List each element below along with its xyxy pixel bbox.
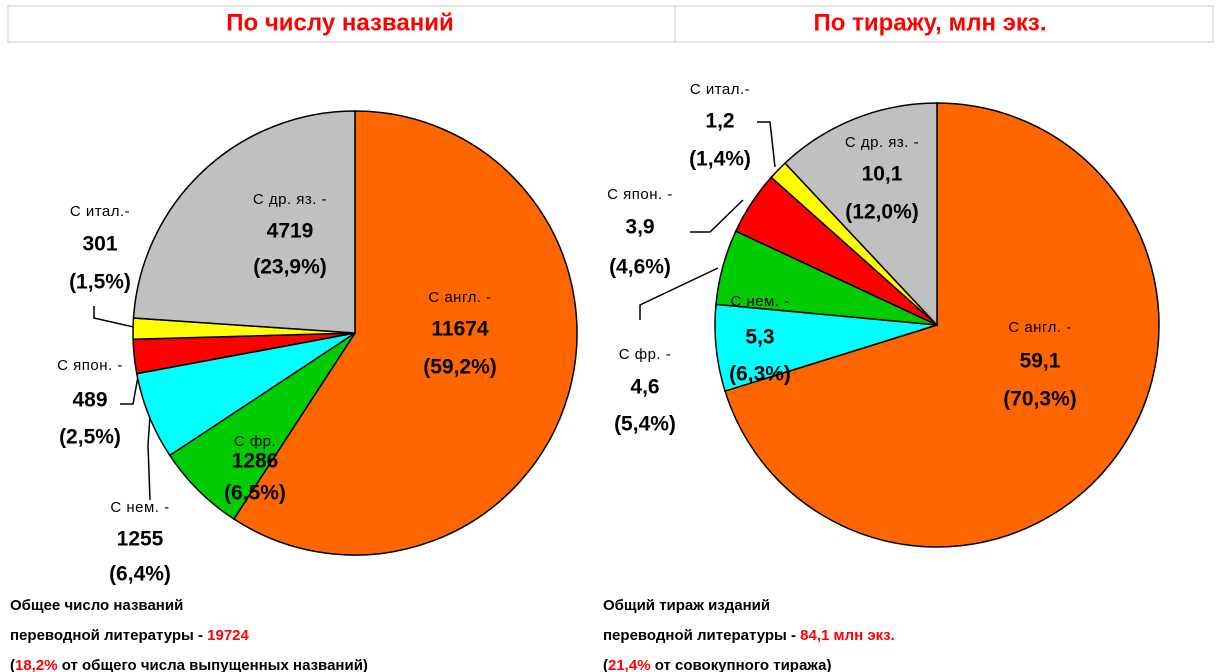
pie-slice <box>232 110 578 556</box>
slice-percent: (59,2%) <box>423 356 497 379</box>
note-line: переводной литературы - 19724 <box>10 627 250 644</box>
slice-value: 3,9 <box>625 216 654 239</box>
note-line: (18,2% от общего числа выпущенных назван… <box>10 657 368 672</box>
slice-value: 11674 <box>431 318 489 341</box>
chart-title: По числу названий <box>226 9 453 36</box>
slice-value: 5,3 <box>745 326 774 349</box>
slice-percent: (2,5%) <box>59 426 121 449</box>
note-text: 21,4% <box>608 657 651 672</box>
slice-name: С япон. - <box>607 186 673 203</box>
slice-value: 301 <box>82 233 117 256</box>
leader-line <box>93 306 139 329</box>
pie-slice <box>724 102 1160 548</box>
slice-name: С фр. - <box>619 346 672 363</box>
slice-value: 4,6 <box>630 376 659 399</box>
note-line: переводной литературы - 84,1 млн экз. <box>603 627 895 644</box>
note-text: Общее число названий <box>10 597 183 614</box>
note-text: ( <box>603 657 608 672</box>
slice-name: С итал.- <box>690 81 750 98</box>
note-line: Общий тираж изданий <box>603 597 770 614</box>
note-text: 18,2% <box>15 657 58 672</box>
chart-title: По тиражу, млн экз. <box>813 9 1046 36</box>
slice-name: С япон. - <box>57 357 123 374</box>
slice-value: 4719 <box>267 220 314 243</box>
slice-value: 489 <box>72 389 107 412</box>
slice-name: С нем. - <box>730 293 789 310</box>
slice-name: С итал.- <box>70 203 130 220</box>
note-text: 19724 <box>207 627 249 644</box>
chart-right: По тиражу, млн экз. С англ. - 59,1 (70,3%)… <box>603 9 1160 672</box>
slice-name: С фр. <box>234 433 276 450</box>
slice-percent: (1,4%) <box>689 148 751 171</box>
slice-value: 1255 <box>117 528 164 551</box>
slice-percent: (12,0%) <box>845 201 919 224</box>
note-text: от общего числа выпущенных названий) <box>58 657 368 672</box>
note-text: переводной литературы - <box>10 627 207 644</box>
note-line: (21,4% от совокупного тиража) <box>603 657 831 672</box>
slice-name: С англ. - <box>428 289 491 306</box>
slice-name: С др. яз. - <box>845 134 919 151</box>
note-line: Общее число названий <box>10 597 183 614</box>
slice-percent: (70,3%) <box>1003 388 1077 411</box>
slice-percent: (6,4%) <box>109 563 171 586</box>
slice-value: 1,2 <box>705 110 734 133</box>
note-text: от совокупного тиража) <box>651 657 832 672</box>
note-text: переводной литературы - <box>603 627 800 644</box>
slice-value: 59,1 <box>1020 350 1061 373</box>
leader-line <box>690 199 744 233</box>
pie-slice <box>784 102 938 327</box>
slice-value: 1286 <box>232 450 279 473</box>
slice-percent: (6,5%) <box>224 482 286 505</box>
slice-name: С англ. - <box>1008 319 1071 336</box>
slice-percent: (4,6%) <box>609 256 671 279</box>
pie-slice <box>132 110 356 334</box>
header-box <box>7 5 1214 43</box>
slice-percent: (5,4%) <box>614 413 676 436</box>
slice-name: С нем. - <box>110 499 169 516</box>
leader-line <box>757 121 776 168</box>
note-text: Общий тираж изданий <box>603 597 770 614</box>
slice-value: 10,1 <box>862 163 903 186</box>
slice-percent: (6,3%) <box>729 363 791 386</box>
slice-percent: (23,9%) <box>253 256 327 279</box>
chart-left: По числу названий С англ. - 11674 (59,2%) С… <box>10 9 578 672</box>
slice-name: С др. яз. - <box>253 191 327 208</box>
slice-percent: (1,5%) <box>69 271 131 294</box>
leader-line <box>639 267 719 320</box>
note-text: ( <box>10 657 15 672</box>
note-text: 84,1 млн экз. <box>800 627 895 644</box>
